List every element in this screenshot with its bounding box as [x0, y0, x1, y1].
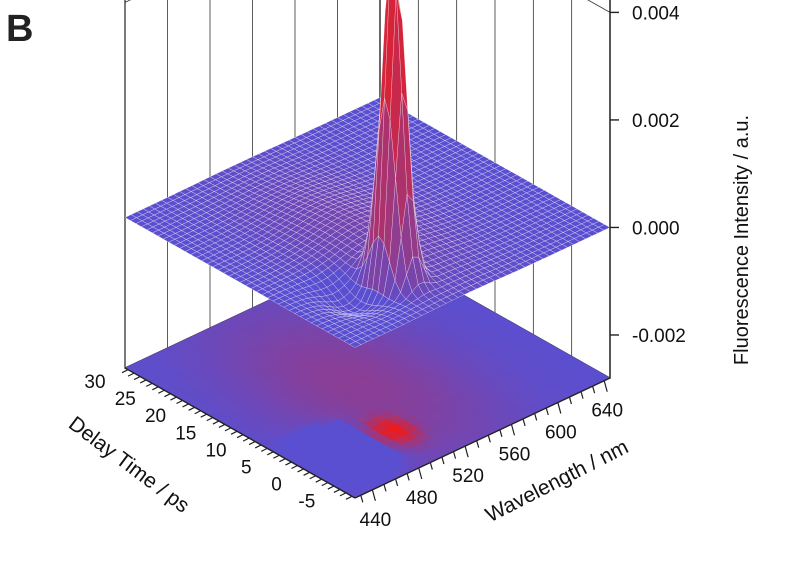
wavelength-tick-label: 560: [499, 444, 531, 465]
wavelength-tick-label: 640: [591, 401, 623, 422]
wavelength-tick: [557, 402, 562, 414]
wavelength-tick: [371, 489, 376, 501]
z-tick-label: -0.002: [632, 326, 686, 347]
wavelength-tick: [406, 473, 410, 481]
delay-tick-label: 20: [145, 406, 166, 427]
delay-tick: [242, 437, 250, 442]
delay-tick: [170, 396, 177, 401]
wavelength-tick-label: 520: [452, 466, 484, 487]
wavelength-tick: [418, 467, 423, 480]
delay-tick: [158, 389, 165, 394]
delay-tick: [194, 410, 201, 415]
delay-tick: [152, 386, 159, 391]
delay-tick: [212, 420, 220, 425]
wavelength-tick: [510, 424, 516, 436]
delay-tick: [291, 464, 298, 470]
wall-gridline: [124, 0, 611, 13]
delay-axis-line: [124, 367, 356, 499]
delay-tick: [254, 444, 262, 449]
panel-label: B: [6, 8, 34, 50]
floor-projection: [124, 247, 611, 499]
delay-tick-label: -5: [298, 492, 315, 513]
delay-tick: [145, 382, 153, 387]
wavelength-tick: [522, 418, 526, 427]
wavelength-tick: [383, 484, 387, 492]
delay-tick: [121, 369, 129, 374]
delay-tick: [164, 393, 171, 398]
delay-tick-label: 15: [175, 423, 196, 444]
delay-axis-label: Delay Time / ps: [64, 412, 193, 517]
wavelength-tick: [568, 396, 573, 405]
z-tick-label: 0.000: [632, 218, 680, 239]
wavelength-tick: [394, 478, 399, 487]
surface-cell: [349, 341, 362, 348]
delay-tick: [279, 458, 286, 463]
axes: -0.0020.0000.0020.0040.00644048052056060…: [84, 0, 686, 531]
delay-tick: [273, 454, 280, 459]
delay-tick: [218, 423, 226, 428]
delay-tick-label: 0: [271, 475, 282, 496]
delay-tick: [315, 478, 322, 483]
delay-tick: [236, 434, 244, 439]
delay-tick-label: 30: [84, 372, 105, 393]
delay-tick: [139, 379, 147, 384]
delay-tick-label: 25: [115, 389, 136, 410]
wavelength-tick: [592, 386, 596, 394]
delay-tick: [339, 492, 347, 497]
delay-tick: [267, 451, 274, 456]
wavelength-tick: [534, 413, 538, 421]
delay-tick: [127, 372, 135, 377]
wavelength-tick: [545, 407, 549, 416]
wavelength-tick: [464, 446, 469, 458]
wavelength-tick-label: 480: [406, 488, 438, 509]
delay-tick: [327, 485, 335, 490]
delay-tick-label: 5: [241, 458, 252, 479]
delay-tick: [345, 495, 353, 500]
delay-tick: [303, 471, 310, 476]
delay-tick: [182, 403, 189, 408]
wavelength-tick: [499, 429, 503, 437]
delay-tick: [200, 413, 207, 418]
delay-tick: [285, 461, 292, 466]
wavelength-tick: [603, 380, 608, 392]
surface-mesh: [124, 0, 611, 348]
delay-tick: [248, 441, 256, 446]
delay-tick: [224, 427, 232, 432]
delay-tick: [309, 475, 316, 480]
delay-tick: [133, 376, 141, 381]
delay-tick-label: 10: [205, 440, 226, 461]
wavelength-tick: [452, 451, 457, 459]
delay-tick: [260, 447, 268, 452]
wavelength-tick: [441, 456, 445, 465]
delay-tick: [176, 399, 183, 405]
wavelength-tick: [476, 440, 480, 448]
wavelength-tick-label: 440: [360, 510, 392, 531]
delay-tick: [188, 406, 195, 411]
wavelength-axis-line: [354, 377, 611, 499]
delay-tick: [333, 488, 341, 493]
z-tick-label: 0.004: [632, 3, 680, 24]
wavelength-tick: [429, 462, 433, 470]
delay-tick: [321, 482, 329, 487]
wavelength-tick-label: 600: [545, 423, 577, 444]
z-axis-label: Fluorescence Intensity / a.u.: [731, 115, 753, 365]
z-tick-label: 0.002: [632, 111, 680, 132]
wavelength-tick: [487, 435, 491, 443]
delay-tick: [297, 468, 304, 473]
delay-tick: [230, 430, 238, 435]
delay-tick: [206, 417, 214, 422]
wavelength-tick: [360, 495, 364, 503]
wavelength-tick: [580, 391, 584, 399]
